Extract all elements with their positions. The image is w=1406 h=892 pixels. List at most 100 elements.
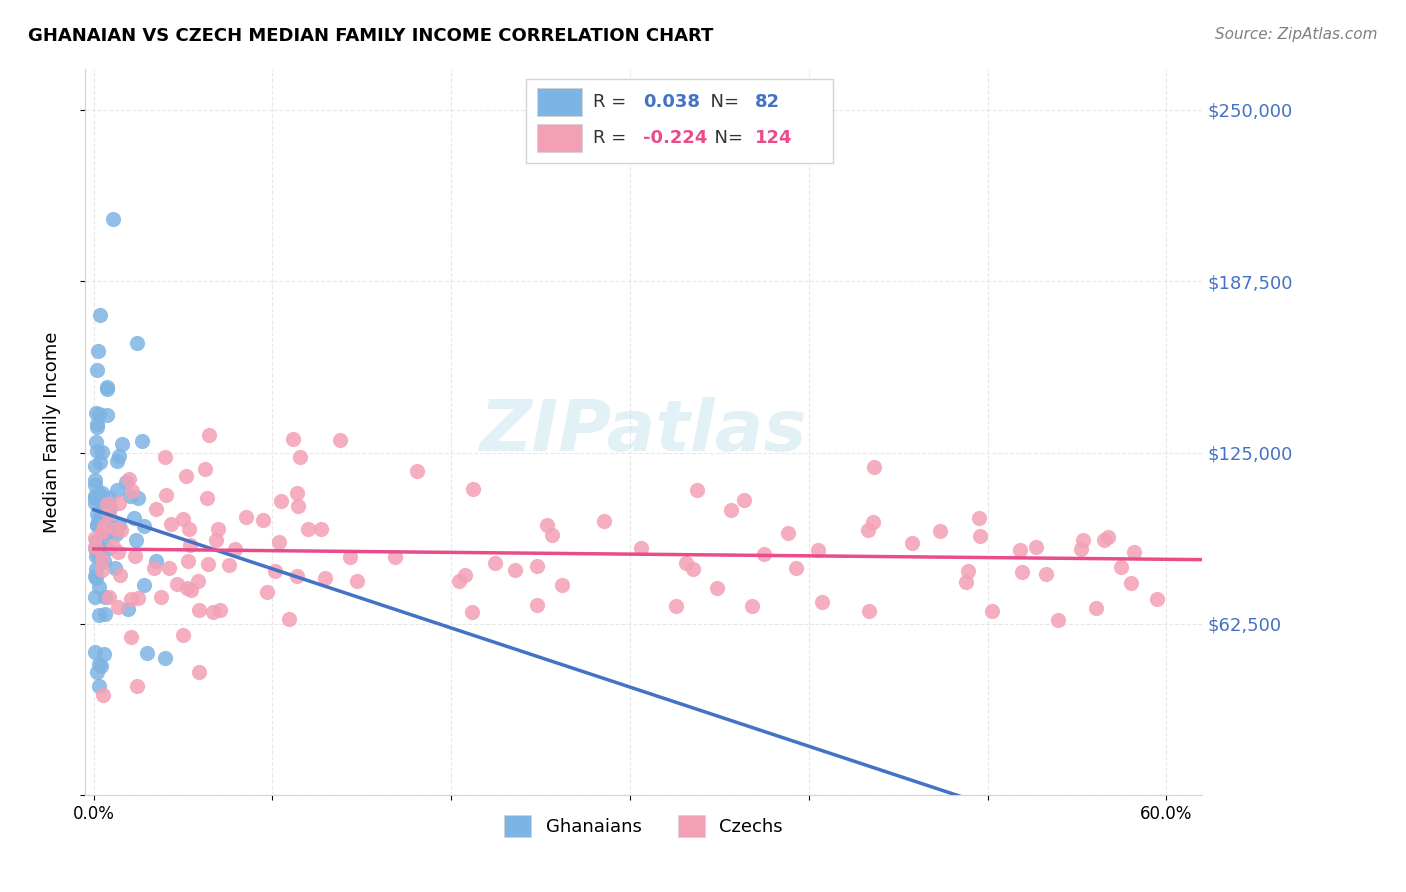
Point bbox=[93, 526, 115, 541]
Point bbox=[720, 502, 742, 516]
Point bbox=[593, 514, 616, 528]
Point bbox=[91, 505, 114, 519]
Point bbox=[277, 612, 299, 626]
Point bbox=[256, 585, 278, 599]
Point bbox=[125, 335, 148, 350]
Point bbox=[84, 478, 107, 492]
Point bbox=[957, 564, 980, 578]
Point bbox=[104, 561, 127, 575]
Point bbox=[83, 541, 105, 555]
Point bbox=[90, 508, 112, 522]
Text: Source: ZipAtlas.com: Source: ZipAtlas.com bbox=[1215, 27, 1378, 42]
Point bbox=[287, 499, 309, 513]
Point bbox=[339, 550, 361, 565]
Point bbox=[309, 522, 332, 536]
Point bbox=[526, 598, 548, 612]
Point bbox=[93, 554, 115, 568]
Point bbox=[86, 518, 108, 533]
Point bbox=[87, 487, 110, 501]
Point bbox=[665, 599, 688, 613]
Point bbox=[87, 679, 110, 693]
Point bbox=[115, 475, 138, 489]
Point bbox=[87, 343, 110, 358]
Point bbox=[285, 486, 308, 500]
Point bbox=[87, 608, 110, 623]
Point bbox=[1084, 601, 1107, 615]
Point bbox=[89, 491, 111, 505]
Point bbox=[87, 492, 110, 507]
Point bbox=[187, 574, 209, 588]
Point bbox=[94, 607, 117, 621]
Point bbox=[87, 407, 110, 421]
Point bbox=[252, 513, 274, 527]
Point bbox=[108, 518, 131, 533]
Point bbox=[955, 575, 977, 590]
Point bbox=[87, 512, 110, 526]
Point bbox=[121, 484, 143, 499]
Point bbox=[105, 483, 128, 497]
Point bbox=[1025, 540, 1047, 554]
Point bbox=[96, 408, 118, 422]
Point bbox=[929, 524, 952, 539]
Point bbox=[329, 434, 352, 448]
Point bbox=[145, 554, 167, 568]
Point bbox=[96, 383, 118, 397]
Point bbox=[1122, 545, 1144, 559]
Point bbox=[176, 581, 198, 595]
Point bbox=[858, 604, 880, 618]
Point bbox=[83, 569, 105, 583]
Point bbox=[969, 529, 991, 543]
Point bbox=[118, 472, 141, 486]
Point bbox=[346, 574, 368, 588]
Point bbox=[281, 432, 304, 446]
Text: -0.224: -0.224 bbox=[644, 129, 707, 147]
Point bbox=[90, 563, 112, 577]
Point bbox=[461, 605, 484, 619]
Point bbox=[449, 574, 471, 588]
Point bbox=[541, 528, 564, 542]
Point bbox=[145, 501, 167, 516]
Point bbox=[159, 517, 181, 532]
Y-axis label: Median Family Income: Median Family Income bbox=[44, 331, 60, 533]
Text: ZIPatlas: ZIPatlas bbox=[479, 398, 807, 467]
Point bbox=[94, 590, 117, 604]
Point bbox=[83, 459, 105, 474]
Point bbox=[90, 659, 112, 673]
Point bbox=[314, 571, 336, 585]
Point bbox=[86, 417, 108, 431]
Point bbox=[105, 523, 128, 537]
Point bbox=[862, 516, 884, 530]
Point bbox=[526, 558, 548, 573]
Point bbox=[96, 380, 118, 394]
Point bbox=[967, 511, 990, 525]
Point bbox=[131, 434, 153, 448]
Point bbox=[110, 524, 132, 538]
Point bbox=[1097, 530, 1119, 544]
Point bbox=[84, 531, 107, 545]
Point bbox=[89, 309, 111, 323]
Point bbox=[505, 563, 527, 577]
Point bbox=[172, 512, 194, 526]
Point bbox=[111, 436, 134, 450]
Point bbox=[83, 491, 105, 505]
Point bbox=[202, 605, 225, 619]
Point bbox=[91, 444, 114, 458]
Point bbox=[98, 491, 121, 505]
Point bbox=[132, 519, 155, 533]
Point bbox=[807, 543, 830, 558]
Text: N=: N= bbox=[703, 129, 748, 147]
Point bbox=[1047, 613, 1070, 627]
Point bbox=[630, 541, 652, 555]
Point bbox=[172, 628, 194, 642]
Point bbox=[197, 558, 219, 572]
Point bbox=[108, 449, 131, 463]
Point bbox=[91, 688, 114, 702]
Point bbox=[1011, 565, 1033, 579]
Point bbox=[84, 406, 107, 420]
Point bbox=[811, 594, 834, 608]
Point bbox=[752, 547, 775, 561]
Point bbox=[224, 541, 246, 556]
Point bbox=[900, 536, 922, 550]
Point bbox=[98, 507, 121, 521]
Point bbox=[127, 491, 149, 505]
